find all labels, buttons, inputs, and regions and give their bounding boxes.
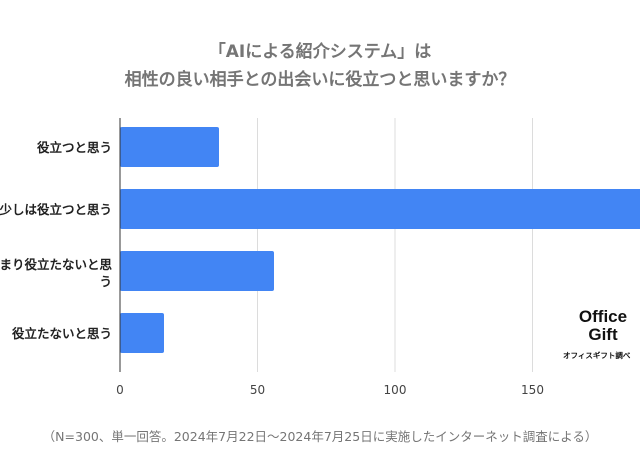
logo-subtitle: オフィスギフト調べ [563, 350, 631, 360]
bar [120, 127, 219, 167]
bar [120, 189, 640, 229]
office-gift-logo: Office Gift オフィスギフト調べ [563, 307, 631, 360]
logo-line-2: Gift [588, 325, 618, 344]
x-tick-label: 0 [116, 383, 124, 397]
x-tick-label: 150 [521, 383, 544, 397]
chart-title-line-2: 相性の良い相手との出会いに役立つと思いますか？ [125, 69, 516, 90]
x-tick-label: 100 [384, 383, 407, 397]
bar [120, 251, 274, 291]
chart-title-line-1: 「AIによる紹介システム」は [209, 41, 431, 62]
category-label: あまり役立たないと思う [0, 257, 112, 289]
category-label: 少しは役立つと思う [0, 202, 112, 217]
logo-line-1: Office [579, 307, 627, 326]
category-label: 役立つと思う [37, 140, 112, 155]
category-label: 役立たないと思う [12, 326, 112, 341]
survey-note: （N=300、単一回答。2024年7月22日〜2024年7月25日に実施したイン… [43, 429, 598, 444]
x-tick-label: 50 [250, 383, 265, 397]
bar [120, 313, 164, 353]
